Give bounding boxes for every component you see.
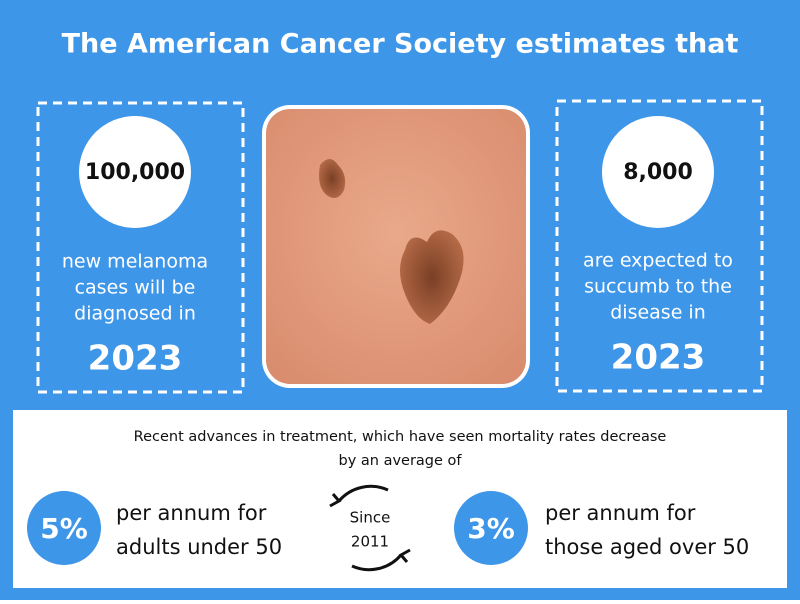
left-year: 2023 — [88, 339, 183, 379]
stat-circle — [454, 491, 528, 565]
stat-text: per annum for — [116, 501, 267, 525]
left-text: diagnosed in — [74, 303, 196, 325]
left-number: 100,000 — [85, 160, 185, 185]
right-number-circle — [602, 116, 714, 228]
stat-text: those aged over 50 — [545, 535, 749, 559]
bottom-panel — [13, 410, 787, 588]
right-card — [555, 99, 764, 393]
cycle-arrows — [329, 484, 411, 572]
intro-text: Recent advances in treatment, which have… — [134, 429, 667, 445]
right-year: 2023 — [611, 338, 706, 378]
since-label: Since — [350, 509, 391, 527]
right-number: 8,000 — [623, 160, 693, 185]
right-text: disease in — [610, 302, 706, 324]
left-number-circle — [79, 116, 191, 228]
stat-text: per annum for — [545, 501, 696, 525]
stat-value: 5% — [40, 512, 88, 545]
left-text: new melanoma — [62, 251, 208, 273]
stat-circle — [27, 491, 101, 565]
intro-text: by an average of — [338, 453, 462, 469]
right-text: are expected to — [583, 250, 733, 272]
right-text: succumb to the — [584, 276, 732, 298]
title: The American Cancer Society estimates th… — [62, 29, 739, 60]
left-text: cases will be — [75, 277, 196, 299]
stat-text: adults under 50 — [116, 535, 282, 559]
left-card — [36, 101, 245, 394]
stat-value: 3% — [467, 512, 515, 545]
skin-photo — [266, 109, 526, 384]
since-label: 2011 — [351, 533, 389, 551]
